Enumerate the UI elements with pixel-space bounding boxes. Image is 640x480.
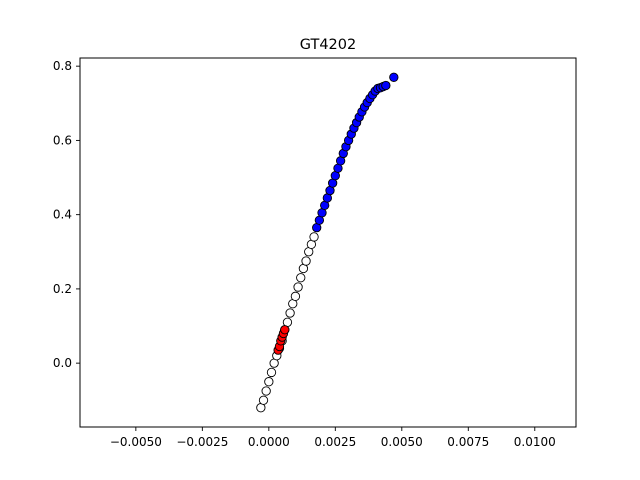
- x-tick-label: 0.0000: [248, 435, 290, 449]
- data-point: [266, 367, 277, 378]
- data-point: [301, 256, 311, 266]
- y-tick-label: 0.2: [53, 282, 72, 296]
- data-point: [258, 395, 269, 405]
- data-point: [389, 72, 399, 82]
- y-tick-label: 0.0: [53, 356, 72, 370]
- y-tick-label: 0.4: [53, 208, 72, 222]
- data-point: [296, 273, 306, 283]
- y-axis-ticks: 0.0 0.2 0.4 0.6 0.8: [53, 59, 80, 370]
- x-tick-label: 0.0075: [447, 435, 489, 449]
- x-tick-label: 0.0100: [514, 435, 556, 449]
- x-tick-label: 0.0050: [381, 435, 423, 449]
- x-tick-label: −0.0050: [110, 435, 162, 449]
- x-tick-label: −0.0025: [176, 435, 228, 449]
- x-axis-ticks: −0.0050 −0.0025 0.0000 0.0025 0.0050 0.0075 0.…: [110, 427, 556, 449]
- data-point: [381, 80, 391, 91]
- data-point: [264, 377, 274, 387]
- data-point: [261, 386, 271, 396]
- data-points: [256, 72, 399, 413]
- y-tick-label: 0.8: [53, 59, 72, 73]
- data-point: [285, 308, 295, 318]
- plot-frame: [79, 57, 577, 428]
- data-point: [290, 291, 301, 301]
- chart-title: GT4202: [300, 37, 356, 53]
- data-point: [309, 232, 319, 242]
- data-point: [280, 325, 290, 335]
- y-tick-label: 0.6: [53, 133, 72, 147]
- x-tick-label: 0.0025: [314, 435, 356, 449]
- data-point: [293, 282, 303, 292]
